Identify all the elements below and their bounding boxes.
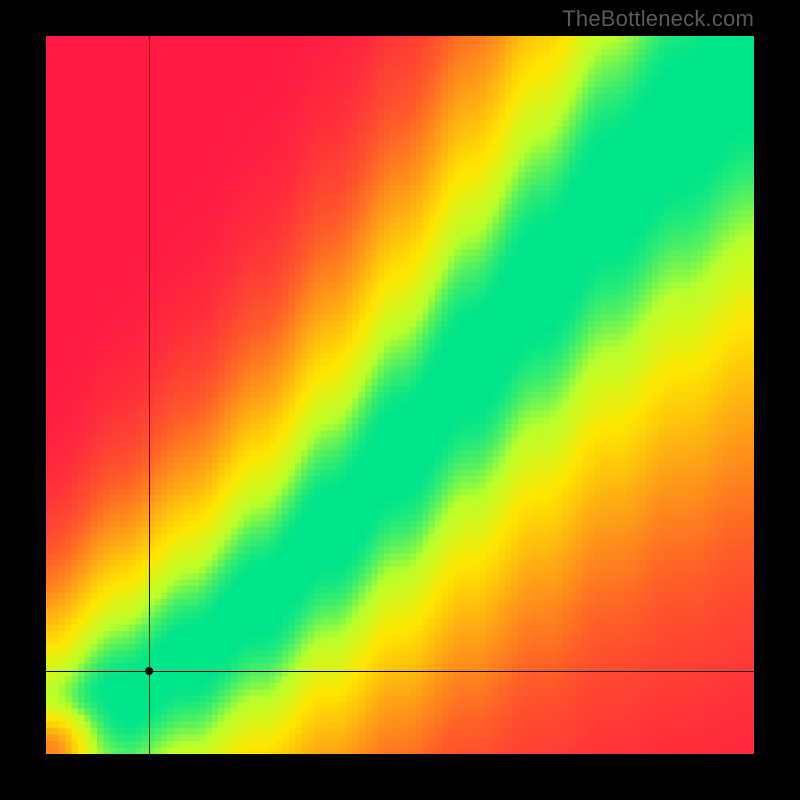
attribution-text: TheBottleneck.com [562,6,754,32]
crosshair-vertical [149,36,150,754]
heatmap-canvas [46,36,754,754]
crosshair-marker [145,667,153,675]
heatmap-plot [46,36,754,754]
